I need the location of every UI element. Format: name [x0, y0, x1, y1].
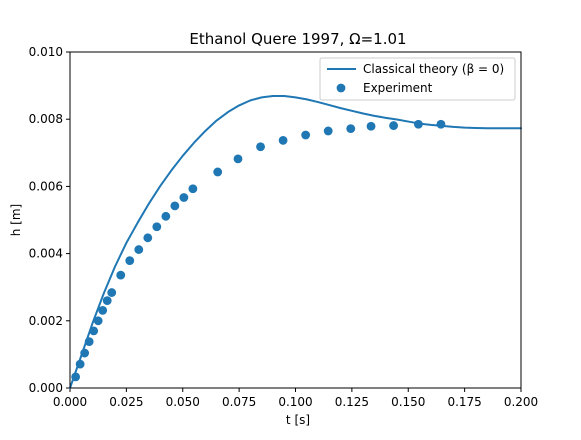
experiment-point: [233, 154, 243, 164]
experiment-point: [179, 193, 189, 202]
series-layer: [69, 95, 522, 389]
series-line-theory: [69, 95, 522, 389]
y-axis-label: h [m]: [9, 204, 23, 236]
legend: Classical theory (β = 0) Experiment: [319, 57, 516, 101]
x-tick-label: 0.100: [278, 395, 312, 409]
y-tick-label: 0.008: [29, 112, 63, 126]
experiment-point: [346, 124, 356, 134]
chart-title: Ethanol Quere 1997, Ω=1.01: [189, 30, 406, 48]
experiment-point: [188, 184, 198, 194]
experiment-point: [116, 270, 126, 280]
experiment-point: [413, 119, 423, 129]
experiment-point: [93, 316, 103, 326]
legend-swatch-experiment: [336, 83, 346, 93]
x-tick-label: 0.050: [166, 395, 200, 409]
x-tick-label: 0.025: [109, 395, 143, 409]
experiment-point: [256, 142, 265, 152]
experiment-point: [107, 288, 117, 297]
plot-background: [70, 52, 521, 388]
experiment-point: [75, 359, 85, 369]
y-tick-label: 0.010: [29, 45, 63, 59]
x-tick-label: 0.200: [504, 395, 538, 409]
x-tick-label: 0.175: [447, 395, 481, 409]
experiment-point: [134, 245, 144, 254]
y-axis-ticks: 0.000 0.002 0.004 0.006 0.008 0.010: [29, 45, 70, 395]
legend-box: [319, 57, 516, 101]
experiment-point: [301, 130, 311, 140]
experiment-point: [323, 126, 333, 136]
x-axis-ticks: 0.000 0.025 0.050 0.075 0.100 0.125 0.150 0.175…: [53, 388, 538, 409]
experiment-point: [389, 121, 398, 130]
y-tick-label: 0.004: [29, 247, 63, 261]
experiment-point: [125, 256, 135, 266]
legend-label-experiment: Experiment: [363, 81, 433, 95]
plot-area: [70, 52, 521, 388]
experiment-point: [161, 211, 171, 221]
y-tick-label: 0.006: [29, 179, 63, 193]
experiment-point: [143, 233, 153, 243]
experiment-point: [71, 372, 81, 382]
y-tick-label: 0.002: [29, 314, 63, 328]
legend-label-theory: Classical theory (β = 0): [363, 62, 504, 76]
experiment-point: [89, 326, 99, 336]
experiment-point: [80, 348, 90, 358]
x-tick-label: 0.150: [391, 395, 425, 409]
experiment-point: [170, 201, 180, 211]
experiment-point: [366, 121, 376, 131]
x-tick-label: 0.075: [222, 395, 256, 409]
plot-frame: [69, 51, 522, 389]
x-tick-label: 0.000: [53, 395, 87, 409]
experiment-point: [152, 222, 162, 232]
x-axis-label: t [s]: [286, 413, 310, 427]
experiment-point: [98, 305, 108, 315]
experiment-point: [436, 119, 446, 129]
y-tick-label: 0.000: [29, 381, 63, 395]
experiment-point: [84, 337, 94, 347]
experiment-point: [278, 135, 288, 145]
experiment-point: [213, 167, 223, 177]
experiment-point: [102, 296, 112, 306]
x-tick-label: 0.125: [335, 395, 369, 409]
